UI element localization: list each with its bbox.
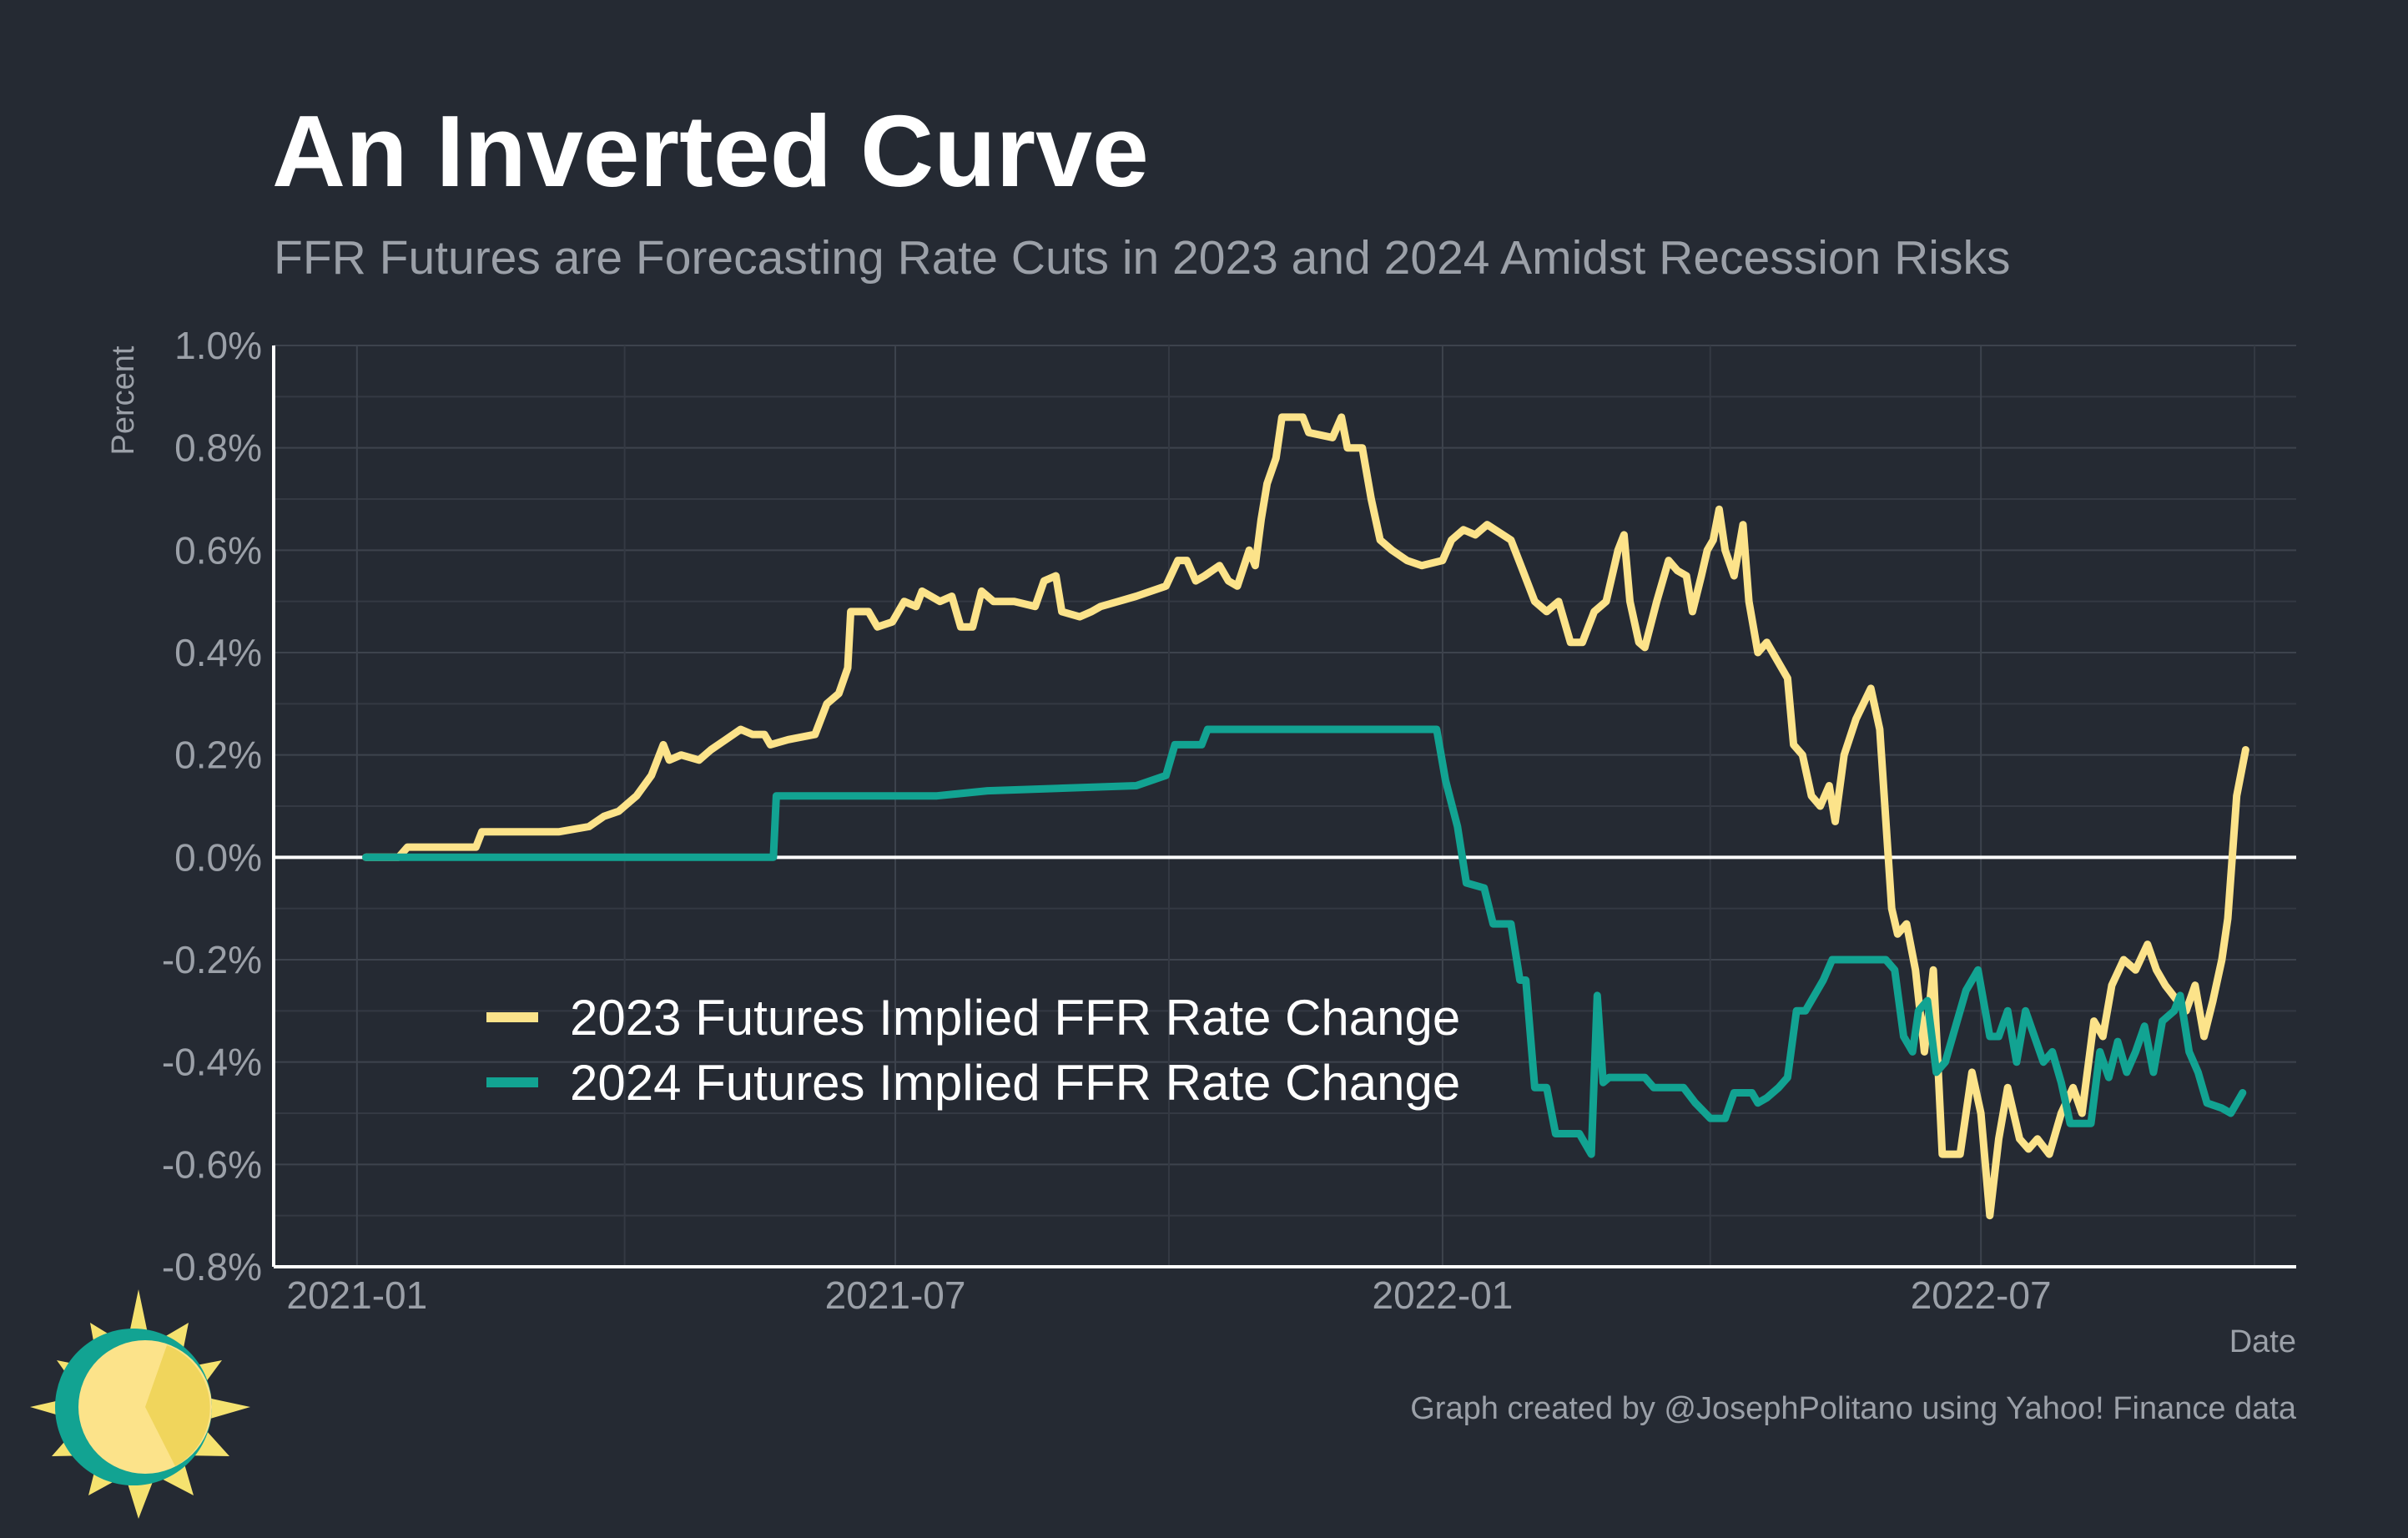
y-tick-label: 0.2% (174, 734, 262, 777)
y-tick-label: -0.8% (162, 1245, 262, 1288)
y-axis-title: Percent (106, 345, 141, 455)
tick-labels: 1.0% 0.8% 0.6% 0.4% 0.2% 0.0% -0.2% -0.4% -0.6% -… (162, 324, 2052, 1317)
x-tick-label: 2021-01 (286, 1273, 427, 1317)
x-tick-label: 2022-07 (1911, 1273, 2052, 1317)
chart-title: An Inverted Curve (272, 94, 1149, 208)
legend-label-2024: 2024 Futures Implied FFR Rate Change (570, 1055, 1460, 1111)
series-line-2024 (362, 725, 2247, 1158)
legend-label-2023: 2023 Futures Implied FFR Rate Change (570, 990, 1460, 1046)
legend: 2023 Futures Implied FFR Rate Change 202… (486, 990, 1460, 1111)
chart-subtitle: FFR Futures are Forecasting Rate Cuts in… (274, 231, 2010, 285)
sun-logo-icon (30, 1289, 250, 1519)
series-lines (362, 413, 2249, 1220)
y-tick-label: 1.0% (174, 324, 262, 367)
y-tick-label: 0.4% (174, 631, 262, 674)
chart-caption: Graph created by @JosephPolitano using Y… (1410, 1391, 2297, 1426)
x-axis-title: Date (2229, 1324, 2296, 1359)
x-tick-label: 2021-07 (825, 1273, 966, 1317)
y-tick-label: 0.8% (174, 426, 262, 470)
y-tick-label: -0.4% (162, 1041, 262, 1084)
y-tick-label: 0.0% (174, 835, 262, 879)
y-tick-label: 0.6% (174, 528, 262, 572)
series-line-2023 (362, 413, 2249, 1220)
x-tick-label: 2022-01 (1373, 1273, 1514, 1317)
y-tick-label: -0.2% (162, 938, 262, 981)
y-tick-label: -0.6% (162, 1142, 262, 1186)
